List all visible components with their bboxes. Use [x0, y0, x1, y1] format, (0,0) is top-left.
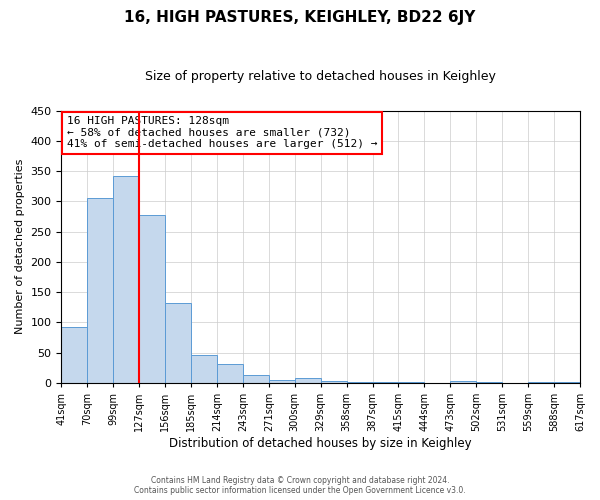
Bar	[528, 382, 554, 383]
Text: 16, HIGH PASTURES, KEIGHLEY, BD22 6JY: 16, HIGH PASTURES, KEIGHLEY, BD22 6JY	[124, 10, 476, 25]
Bar	[373, 382, 398, 383]
Bar	[113, 176, 139, 383]
X-axis label: Distribution of detached houses by size in Keighley: Distribution of detached houses by size …	[169, 437, 472, 450]
Text: Contains HM Land Registry data © Crown copyright and database right 2024.
Contai: Contains HM Land Registry data © Crown c…	[134, 476, 466, 495]
Title: Size of property relative to detached houses in Keighley: Size of property relative to detached ho…	[145, 70, 496, 83]
Bar	[295, 378, 321, 383]
Bar	[88, 198, 113, 383]
Bar	[347, 382, 373, 383]
Bar	[554, 382, 580, 383]
Y-axis label: Number of detached properties: Number of detached properties	[15, 159, 25, 334]
Bar	[139, 214, 165, 383]
Bar	[398, 382, 424, 383]
Bar	[269, 380, 295, 383]
Bar	[165, 303, 191, 383]
Bar	[217, 364, 243, 383]
Bar	[191, 354, 217, 383]
Bar	[451, 380, 476, 383]
Text: 16 HIGH PASTURES: 128sqm
← 58% of detached houses are smaller (732)
41% of semi-: 16 HIGH PASTURES: 128sqm ← 58% of detach…	[67, 116, 377, 149]
Bar	[243, 375, 269, 383]
Bar	[321, 380, 347, 383]
Bar	[61, 326, 88, 383]
Bar	[476, 382, 502, 383]
